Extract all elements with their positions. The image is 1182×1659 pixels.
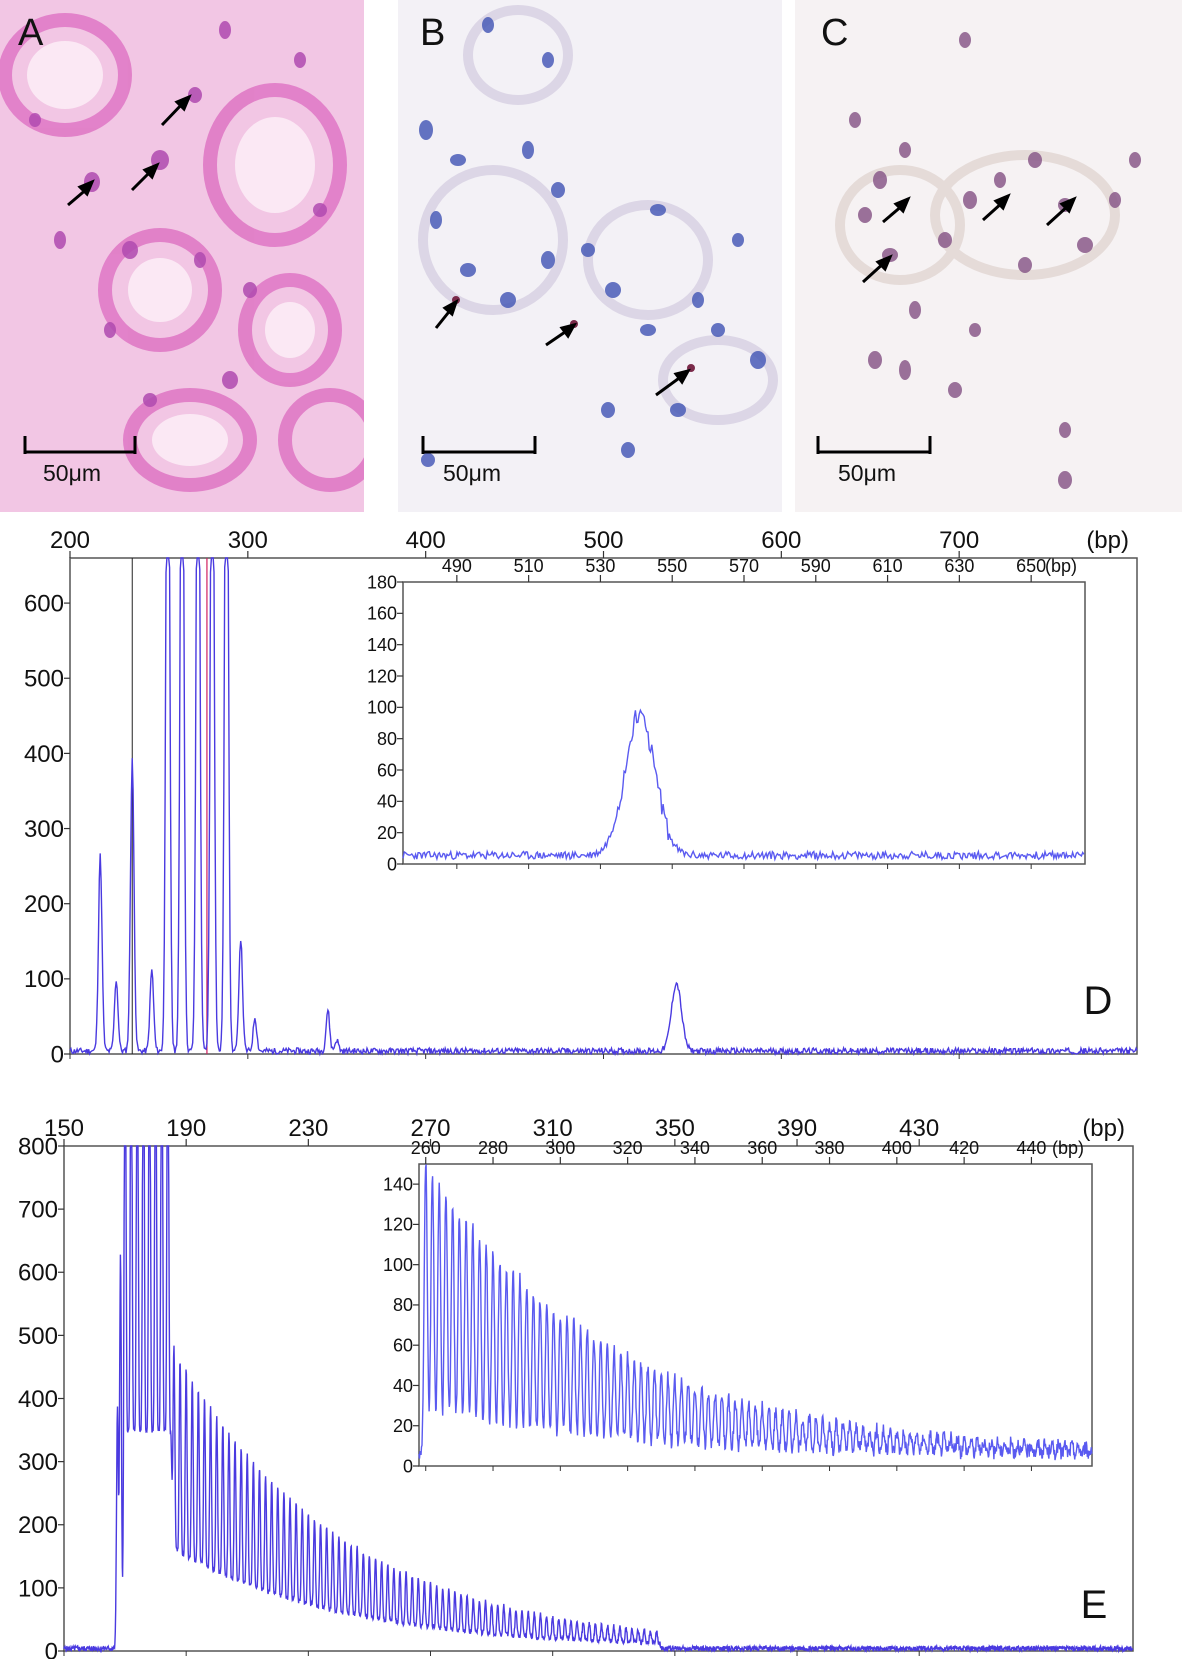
chart-e-series-line bbox=[63, 1145, 1134, 1654]
chart-e-inset-x-tick-label: 360 bbox=[747, 1138, 777, 1158]
electropherogram-e: 150 190 230 270 310 350 390 430 (bp)010020030040… bbox=[18, 1115, 1134, 1659]
chart-d-x-tick-label: 600 bbox=[761, 527, 801, 554]
chart-e-y-tick-label: 400 bbox=[18, 1386, 58, 1413]
chart-e-inset-x-tick-label: 320 bbox=[613, 1138, 643, 1158]
chart-e-y-tick-label: 200 bbox=[18, 1512, 58, 1539]
chart-e-y-tick-label: 300 bbox=[18, 1449, 58, 1476]
chart-e-x-tick-label: 350 bbox=[655, 1115, 695, 1142]
chart-d-inset-series-line bbox=[402, 708, 1085, 862]
micrograph-a-image bbox=[0, 0, 364, 512]
panel-label-a: A bbox=[18, 12, 44, 54]
chart-e-x-tick-label: 430 bbox=[899, 1115, 939, 1142]
chart-d-inset-y-tick-label: 80 bbox=[377, 729, 397, 749]
scale-bar-label-c: 50μm bbox=[838, 460, 896, 486]
chart-d-inset-y-tick-label: 140 bbox=[367, 635, 397, 655]
chart-d-inset-y-tick-label: 0 bbox=[387, 854, 397, 874]
chart-e-inset-y-tick-label: 140 bbox=[383, 1174, 413, 1194]
chart-e-x-tick-label: 310 bbox=[533, 1115, 573, 1142]
chart-d-series-line bbox=[69, 557, 1138, 1057]
chart-e-panel-label: E bbox=[1081, 1583, 1108, 1627]
chart-e-x-unit-label: (bp) bbox=[1082, 1115, 1125, 1142]
chart-e-x-tick-label: 230 bbox=[288, 1115, 328, 1142]
chart-e-y-tick-label: 700 bbox=[18, 1197, 58, 1224]
chart-e-inset-x-tick-label: 420 bbox=[949, 1138, 979, 1158]
micrograph-panel-b: B 50μm bbox=[398, 0, 782, 512]
chart-e-x-tick-label: 270 bbox=[410, 1115, 450, 1142]
micrograph-panel-c: C 50μm bbox=[795, 0, 1182, 512]
chart-e-inset-y-tick-label: 0 bbox=[403, 1456, 413, 1476]
chart-e-x-tick-label: 150 bbox=[44, 1115, 84, 1142]
chart-e-inset-y-tick-label: 120 bbox=[383, 1215, 413, 1235]
chart-e-inset-plot-frame bbox=[418, 1163, 1093, 1467]
chart-d-inset-x-tick-label: 630 bbox=[944, 556, 974, 576]
chart-e-inset-series-line bbox=[418, 1164, 1093, 1461]
chart-e-inset-x-tick-label: 400 bbox=[882, 1138, 912, 1158]
panel-label-c: C bbox=[821, 12, 849, 54]
chart-d-inset-y-tick-label: 180 bbox=[367, 572, 397, 592]
chart-e-inset-y-tick-label: 60 bbox=[393, 1336, 413, 1356]
panel-label-b: B bbox=[420, 12, 446, 54]
chart-e-inset-x-tick-label: 380 bbox=[815, 1138, 845, 1158]
chart-d-panel-label: D bbox=[1084, 979, 1113, 1023]
chart-d-x-tick-label: 300 bbox=[228, 527, 268, 554]
chart-d-inset-x-tick-label: 570 bbox=[729, 556, 759, 576]
chart-d-inset-plot-frame bbox=[402, 581, 1086, 865]
chart-d-x-tick-label: 700 bbox=[939, 527, 979, 554]
chart-e-inset-y-tick-label: 100 bbox=[383, 1255, 413, 1275]
chart-d-x-tick-label: 400 bbox=[406, 527, 446, 554]
chart-e-inset-x-tick-label: 280 bbox=[478, 1138, 508, 1158]
chart-d-inset-x-tick-label: 510 bbox=[514, 556, 544, 576]
chart-d-inset-y-tick-label: 60 bbox=[377, 760, 397, 780]
chart-d-y-tick-label: 200 bbox=[24, 891, 64, 918]
chart-e-inset-y-tick-label: 20 bbox=[393, 1416, 413, 1436]
chart-d-inset-x-tick-label: 490 bbox=[442, 556, 472, 576]
chart-e-inset-y-tick-label: 80 bbox=[393, 1295, 413, 1315]
chart-d-y-tick-label: 500 bbox=[24, 666, 64, 693]
chart-d-y-tick-label: 600 bbox=[24, 590, 64, 617]
chart-d-inset-x-tick-label: 590 bbox=[801, 556, 831, 576]
chart-e-x-tick-label: 190 bbox=[166, 1115, 206, 1142]
chart-d-inset-y-tick-label: 120 bbox=[367, 666, 397, 686]
chart-e-inset-y-tick-label: 40 bbox=[393, 1376, 413, 1396]
chart-d-y-tick-label: 100 bbox=[24, 966, 64, 993]
chart-e-inset-x-tick-label: 300 bbox=[545, 1138, 575, 1158]
chart-d-y-tick-label: 400 bbox=[24, 741, 64, 768]
chart-e-y-tick-label: 500 bbox=[18, 1323, 58, 1350]
chart-e-y-tick-label: 600 bbox=[18, 1260, 58, 1287]
chart-e-inset-x-tick-label: 440 bbox=[1016, 1138, 1046, 1158]
chart-e-inset-x-tick-label: 260 bbox=[411, 1138, 441, 1158]
chart-e-inset-x-tick-label: 340 bbox=[680, 1138, 710, 1158]
chart-d-inset-y-tick-label: 20 bbox=[377, 823, 397, 843]
electropherogram-d: 200 300 400 500 600 700 (bp)010020030040050060… bbox=[24, 527, 1138, 1068]
chart-e-y-tick-label: 800 bbox=[18, 1133, 58, 1160]
chart-e-y-tick-label: 100 bbox=[18, 1575, 58, 1602]
chart-d-inset-y-tick-label: 100 bbox=[367, 698, 397, 718]
scale-bar-label-a: 50μm bbox=[43, 460, 101, 486]
chart-d-inset-y-tick-label: 40 bbox=[377, 792, 397, 812]
chart-d-x-unit-label: (bp) bbox=[1086, 527, 1129, 554]
scale-bar-label-b: 50μm bbox=[443, 460, 501, 486]
chart-e-x-tick-label: 390 bbox=[777, 1115, 817, 1142]
chart-d-x-tick-label: 500 bbox=[583, 527, 623, 554]
micrograph-c-image bbox=[795, 0, 1182, 512]
chart-d-inset-y-tick-label: 160 bbox=[367, 604, 397, 624]
micrograph-b-image bbox=[398, 0, 782, 512]
chart-d-x-tick-label: 200 bbox=[50, 527, 90, 554]
chart-d-y-tick-label: 0 bbox=[51, 1041, 64, 1068]
chart-d-inset-x-tick-label: 610 bbox=[873, 556, 903, 576]
chart-d-inset-x-tick-label: 530 bbox=[585, 556, 615, 576]
chart-d-inset-x-unit-label: (bp) bbox=[1045, 556, 1077, 576]
chart-e-inset-x-unit-label: (bp) bbox=[1052, 1138, 1084, 1158]
chart-d-inset-x-tick-label: 650 bbox=[1016, 556, 1046, 576]
chart-d-inset-x-tick-label: 550 bbox=[657, 556, 687, 576]
chart-d-y-tick-label: 300 bbox=[24, 816, 64, 843]
chart-e-y-tick-label: 0 bbox=[45, 1638, 58, 1659]
micrograph-panel-a: A 50μm bbox=[0, 0, 364, 512]
